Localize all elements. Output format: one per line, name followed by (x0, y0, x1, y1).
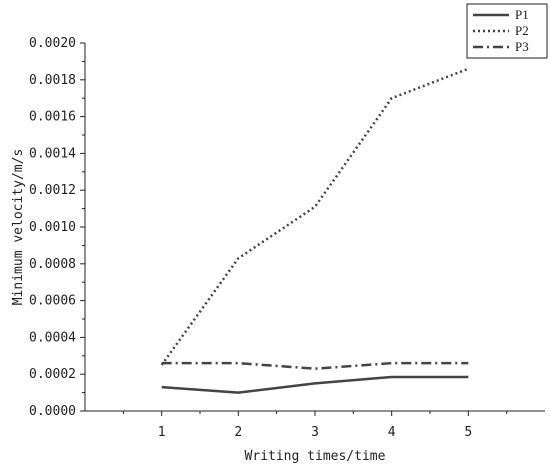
x-tick-label: 1 (158, 425, 166, 440)
legend-label-p2: P2 (515, 23, 529, 38)
y-tick-label: 0.0010 (29, 220, 76, 235)
y-axis-title: Minimum velocity/m/s (11, 149, 26, 306)
series-line-p3 (161, 361, 469, 370)
y-axis-ticks: 0.0000 0.0002 0.0004 0.0006 0.0008 0.0010 0.00… (29, 36, 85, 419)
y-tick-label: 0.0012 (29, 183, 76, 198)
series-line-p2 (160, 67, 469, 366)
y-tick-label: 0.0018 (29, 73, 76, 88)
y-tick-label: 0.0020 (29, 36, 76, 51)
y-tick-label: 0.0004 (29, 330, 76, 345)
x-tick-label: 3 (311, 425, 319, 440)
series-lines (160, 67, 469, 394)
x-axis-title: Writing times/time (245, 449, 386, 464)
y-tick-label: 0.0014 (29, 146, 76, 161)
series-line-p1 (161, 375, 469, 394)
y-tick-label: 0.0000 (29, 404, 76, 419)
x-axis-ticks: 1 2 3 4 5 (122, 411, 508, 440)
plot-frame (84, 43, 545, 412)
legend-label-p3: P3 (515, 39, 529, 54)
x-tick-label: 4 (388, 425, 396, 440)
legend-box (466, 3, 548, 59)
y-tick-label: 0.0016 (29, 110, 76, 125)
x-tick-label: 5 (464, 425, 472, 440)
y-tick-label: 0.0002 (29, 367, 76, 382)
legend-label-p1: P1 (515, 7, 529, 22)
y-tick-label: 0.0006 (29, 294, 76, 309)
x-tick-label: 2 (234, 425, 242, 440)
y-tick-label: 0.0008 (29, 257, 76, 272)
